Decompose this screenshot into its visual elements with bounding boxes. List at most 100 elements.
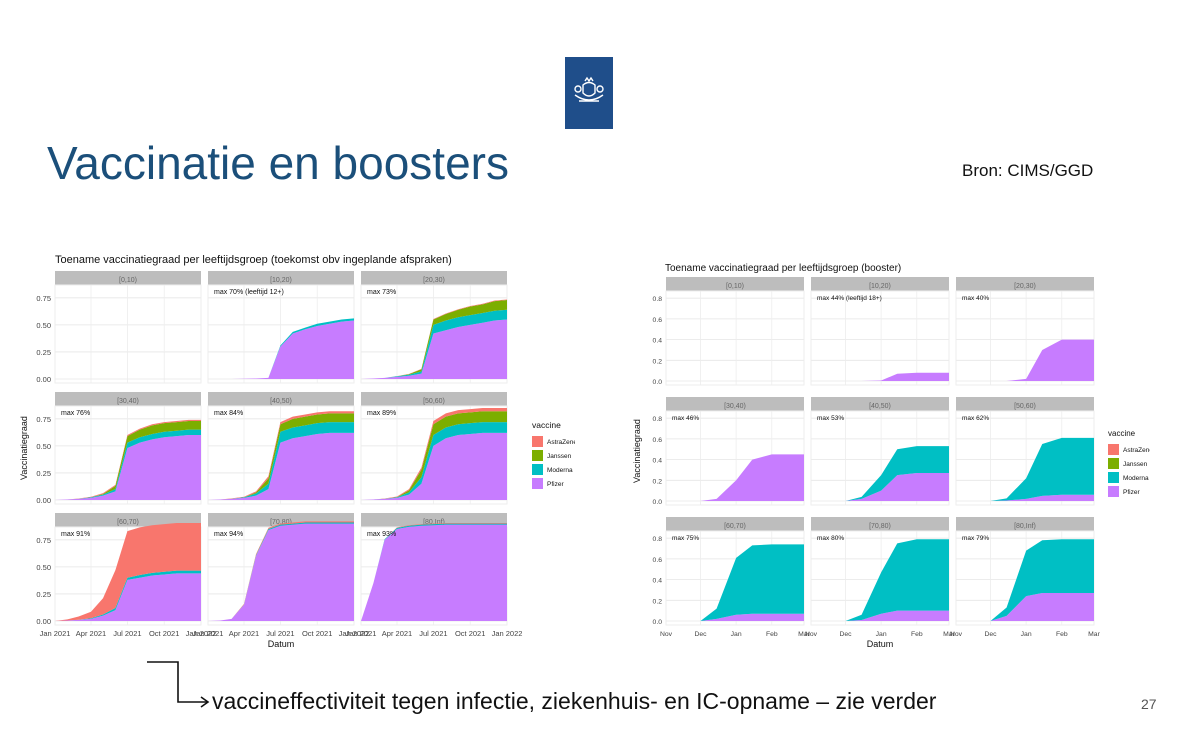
facet-strip [361,392,507,406]
facet-panel-30-40: [30,40) max 76% [54,392,202,505]
area-pfizer [55,435,201,500]
y-tick-label: 0.00 [36,496,51,505]
facet-strip [55,513,201,527]
facet-label: [30,40) [724,403,746,410]
legend-swatch-pfizer [532,478,543,489]
x-tick-label: Oct 2021 [302,629,332,638]
y-tick-label: 0.2 [653,478,663,485]
facet-strip [956,277,1094,291]
x-tick-label: Jan 2021 [193,629,224,638]
x-tick-label: Jan 2021 [40,629,71,638]
booster-chart: Toename vaccinatiegraad per leeftijdsgro… [632,263,1150,649]
x-tick-label: Nov [660,631,673,638]
x-tick-label: Oct 2021 [149,629,179,638]
y-tick-label: 0.2 [653,358,663,365]
legend: vaccine AstraZeneca Janssen Moderna Pfizer [532,420,575,489]
x-tick-label: Dec [984,631,997,638]
facet-label: [10,20) [869,283,891,290]
legend: vaccine AstraZeneca Janssen Moderna Pfizer [1108,429,1150,497]
area-pfizer [361,319,507,379]
x-axis-label: Datum [867,639,894,649]
footer-text: vaccineffectiviteit tegen infectie, ziek… [212,688,937,714]
y-tick-label: 0.50 [36,563,51,572]
facet-strip [55,392,201,406]
y-axis-label: Vaccinatiegraad [632,419,642,483]
facet-label: [40,50) [869,403,891,410]
y-tick-label: 0.2 [653,598,663,605]
facet-label: [0,10) [119,277,137,284]
facet-label: [50,60) [423,398,445,405]
panel-annotation: max 94% [214,531,243,538]
y-tick-label: 0.4 [653,338,663,345]
source-label: Bron: CIMS/GGD [962,161,1094,180]
legend-title: vaccine [532,420,561,430]
area-janssen [361,299,507,379]
facet-label: [60,70) [724,523,746,530]
legend-swatch-janssen [532,450,543,461]
facet-strip [208,392,354,406]
area-pfizer [956,339,1094,381]
area-janssen [361,411,507,500]
x-tick-label: Mar [943,631,955,638]
area-moderna [208,422,354,500]
facet-panel-30-40: [30,40) max 46% [665,397,805,506]
facet-label: [80,Inf) [423,519,445,526]
facet-strip [666,397,804,411]
x-tick-label: Feb [911,631,923,638]
facet-panel-20-30: [20,30) max 40% [955,277,1095,386]
facet-panel-10-20: [10,20) max 44% (leeftijd 18+) [810,277,950,386]
facet-panel-20-30: [20,30) max 73% [360,271,508,384]
area-moderna [361,309,507,379]
legend-swatch-moderna [532,464,543,475]
panel-annotation: max 73% [367,289,396,296]
facet-label: [40,50) [270,398,292,405]
facet-strip [666,277,804,291]
y-tick-label: 0.4 [653,458,663,465]
facet-label: [60,70) [117,519,139,526]
x-tick-label: Jan 2022 [186,629,217,638]
x-tick-label: Feb [766,631,778,638]
area-moderna [811,539,949,621]
y-tick-label: 0.6 [653,557,663,564]
facet-strip [811,517,949,531]
legend-label-pfizer: Pfizer [547,481,564,488]
y-tick-label: 0.25 [36,469,51,478]
area-pfizer [666,454,804,501]
facet-label: [0,10) [726,283,744,290]
slide-title: Vaccinatie en boosters [47,137,509,189]
facet-strip [956,397,1094,411]
facet-label: [80,Inf) [1014,523,1036,530]
panel-annotation: max 46% [672,415,699,422]
area-moderna [956,437,1094,501]
x-tick-label: Mar [1088,631,1100,638]
panel-annotation: max 79% [962,535,989,542]
area-pfizer [666,613,804,621]
panel-annotation: max 76% [61,410,90,417]
panel-annotation: max 93% [367,531,396,538]
area-janssen [208,413,354,500]
legend-swatch-moderna [1108,472,1119,483]
area-pfizer [956,593,1094,621]
panel-background [54,284,202,384]
facet-panel-70-80: [70,80) max 94% [207,513,355,626]
x-tick-label: Oct 2021 [455,629,485,638]
x-tick-label: Jul 2021 [266,629,294,638]
area-astrazeneca [55,523,201,621]
y-tick-label: 0.0 [653,379,663,386]
page-number: 27 [1141,696,1157,712]
x-tick-label: Apr 2021 [382,629,412,638]
panel-annotation: max 80% [817,535,844,542]
y-tick-label: 0.50 [36,442,51,451]
facet-strip [361,271,507,285]
facet-panel-0-10: [0,10) [54,271,202,384]
panel-annotation: max 62% [962,415,989,422]
y-tick-label: 0.50 [36,321,51,330]
legend-swatch-janssen [1108,458,1119,469]
y-tick-label: 0.00 [36,617,51,626]
area-pfizer [208,432,354,500]
facet-panel-10-20: [10,20) max 70% (leeftijd 12+) [207,271,355,384]
chart-title: Toename vaccinatiegraad per leeftijdsgro… [55,254,452,266]
facet-panel-80-inf: [80,Inf) max 93% [360,513,508,626]
facet-panel-40-50: [40,50) max 53% [810,397,950,506]
area-pfizer [956,494,1094,501]
